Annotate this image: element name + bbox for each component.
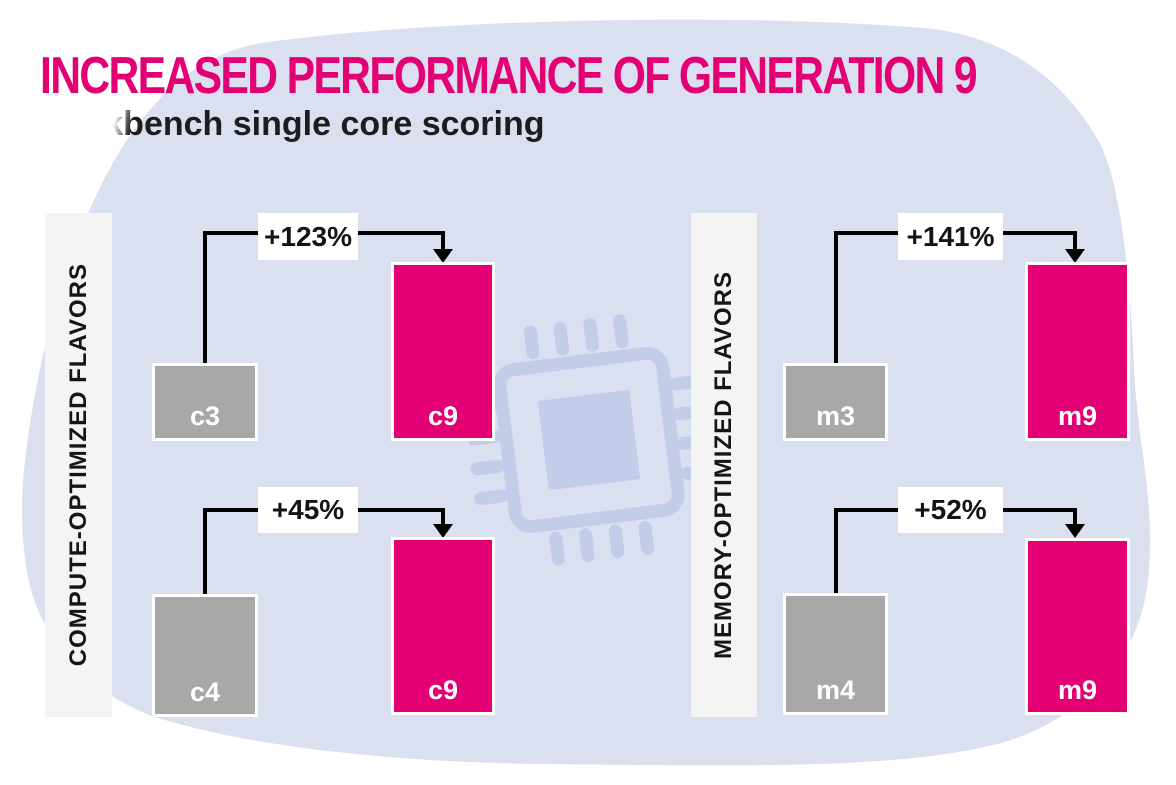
bar-c9-top: c9 bbox=[391, 262, 495, 441]
bar-label-c9-top: c9 bbox=[427, 401, 459, 431]
connector-line bbox=[441, 508, 445, 526]
arrow-down-icon bbox=[1065, 524, 1085, 538]
connector-line bbox=[203, 231, 207, 363]
bar-c3: c3 bbox=[152, 363, 258, 441]
bar-c9-bottom: c9 bbox=[391, 537, 495, 715]
increase-badge-c4-c9: +45% bbox=[258, 487, 358, 533]
bar-label-m3: m3 bbox=[815, 401, 856, 431]
bar-label-c3: c3 bbox=[189, 401, 221, 431]
bar-label-m9-top: m9 bbox=[1057, 401, 1098, 431]
section-label-compute-text: COMPUTE-OPTIMIZED FLAVORS bbox=[64, 263, 92, 667]
bar-m4: m4 bbox=[783, 593, 888, 715]
bar-m9-bottom: m9 bbox=[1025, 538, 1130, 715]
blob-shape bbox=[22, 19, 1151, 766]
arrow-down-icon bbox=[433, 524, 453, 538]
bar-m3: m3 bbox=[783, 363, 888, 441]
page-title: INCREASED PERFORMANCE OF GENERATION 9 bbox=[40, 47, 978, 105]
connector-line bbox=[203, 508, 207, 594]
increase-badge-m3-m9: +141% bbox=[898, 213, 1003, 260]
bar-c4: c4 bbox=[152, 594, 258, 717]
bar-m9-top: m9 bbox=[1025, 262, 1130, 441]
arrow-down-icon bbox=[1065, 249, 1085, 263]
connector-line bbox=[834, 231, 838, 363]
connector-line bbox=[834, 508, 838, 593]
section-label-memory-optimized: MEMORY-OPTIMIZED FLAVORS bbox=[691, 213, 757, 717]
connector-line bbox=[441, 231, 445, 253]
bar-label-m9-bottom: m9 bbox=[1057, 675, 1098, 705]
arrow-down-icon bbox=[433, 249, 453, 263]
page-subtitle: Geekbench single core scoring bbox=[40, 105, 545, 143]
section-label-memory-text: MEMORY-OPTIMIZED FLAVORS bbox=[710, 271, 737, 659]
connector-line bbox=[1073, 231, 1077, 253]
bar-label-m4: m4 bbox=[815, 675, 856, 705]
bar-label-c9-bottom: c9 bbox=[427, 675, 459, 705]
section-label-compute-optimized: COMPUTE-OPTIMIZED FLAVORS bbox=[45, 213, 112, 717]
increase-badge-m4-m9: +52% bbox=[898, 487, 1003, 533]
increase-badge-c3-c9: +123% bbox=[258, 213, 358, 260]
cpu-chip-icon bbox=[463, 314, 715, 566]
connector-line bbox=[1073, 508, 1077, 526]
bar-label-c4: c4 bbox=[189, 677, 221, 707]
